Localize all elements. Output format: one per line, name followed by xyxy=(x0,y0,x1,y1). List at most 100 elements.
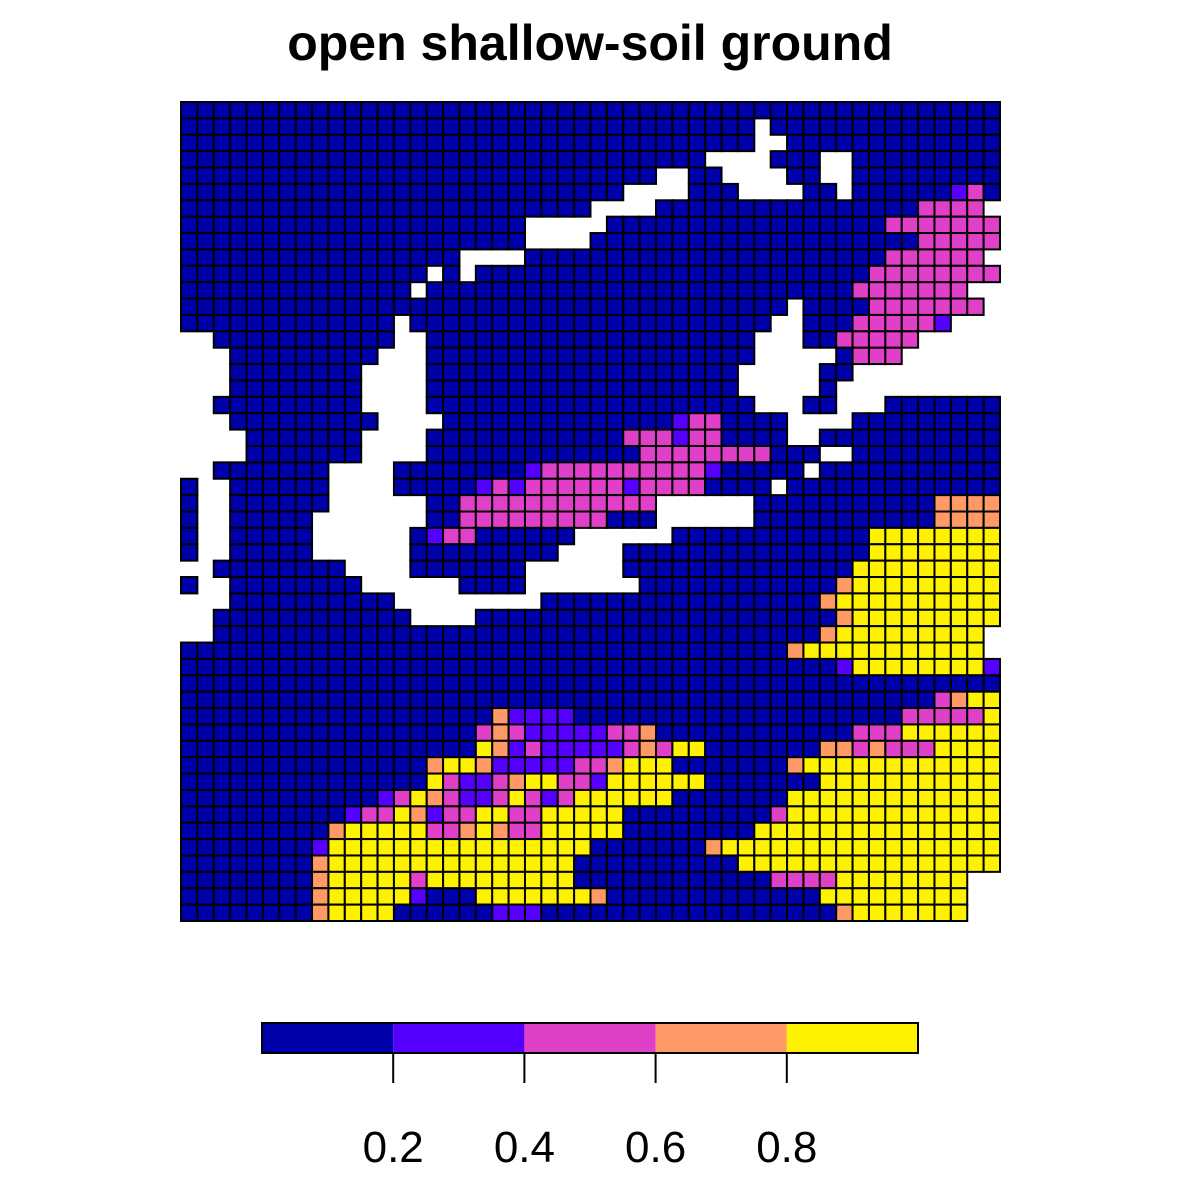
heatmap-cell xyxy=(818,805,838,824)
heatmap-cell xyxy=(540,723,559,742)
heatmap-cell xyxy=(425,444,445,464)
heatmap-cell xyxy=(229,526,248,546)
heatmap-cell xyxy=(196,232,215,251)
heatmap-cell xyxy=(966,657,985,677)
heatmap-cell xyxy=(261,461,281,480)
heatmap-cell xyxy=(376,625,395,644)
heatmap-cell xyxy=(261,690,281,710)
heatmap-cell xyxy=(507,166,526,185)
heatmap-cell xyxy=(278,166,297,185)
heatmap-cell xyxy=(212,248,232,267)
heatmap-cell xyxy=(753,756,772,775)
legend-color-segment xyxy=(393,1023,525,1053)
heatmap-cell xyxy=(769,592,789,611)
heatmap-cell xyxy=(933,101,952,120)
heatmap-cell xyxy=(638,592,658,611)
heatmap-cell xyxy=(376,166,395,185)
heatmap-cell xyxy=(900,657,920,677)
heatmap-cell xyxy=(573,199,592,218)
heatmap-cell xyxy=(294,477,314,497)
heatmap-cell xyxy=(786,690,805,710)
heatmap-cell xyxy=(343,887,363,906)
heatmap-cell xyxy=(720,723,739,742)
heatmap-cell xyxy=(245,739,264,759)
heatmap-cell xyxy=(966,215,985,235)
heatmap-cell xyxy=(655,133,674,153)
heatmap-cell xyxy=(327,232,346,251)
heatmap-cell xyxy=(835,821,854,841)
heatmap-cell xyxy=(327,395,346,415)
heatmap-cell xyxy=(540,674,559,693)
heatmap-cell xyxy=(884,608,903,628)
heatmap-cell xyxy=(409,232,428,251)
heatmap-cell xyxy=(196,788,215,808)
heatmap-cell xyxy=(917,133,936,153)
heatmap-cell xyxy=(540,395,559,415)
heatmap-cell xyxy=(786,494,805,513)
heatmap-cell xyxy=(884,297,903,316)
heatmap-cell xyxy=(278,756,297,775)
heatmap-cell xyxy=(442,903,461,922)
heatmap-cell xyxy=(786,215,805,235)
heatmap-cell xyxy=(507,543,526,562)
heatmap-cell xyxy=(327,264,346,284)
heatmap-cell xyxy=(622,641,641,660)
heatmap-cell xyxy=(687,313,707,333)
heatmap-cell xyxy=(933,494,952,513)
heatmap-cell xyxy=(589,182,608,202)
heatmap-cell xyxy=(736,232,756,251)
heatmap-cell xyxy=(327,838,346,857)
heatmap-cell xyxy=(851,608,870,628)
heatmap-cell xyxy=(720,313,739,333)
heatmap-cell xyxy=(867,690,887,710)
heatmap-cell xyxy=(442,117,461,136)
heatmap-cell xyxy=(474,608,494,628)
heatmap-cell xyxy=(753,690,772,710)
heatmap-cell xyxy=(229,838,248,857)
heatmap-cell xyxy=(655,313,674,333)
heatmap-cell xyxy=(589,297,608,316)
heatmap-cell xyxy=(867,657,887,677)
heatmap-cell xyxy=(671,641,690,660)
heatmap-cell xyxy=(229,101,248,120)
heatmap-cell xyxy=(622,150,641,169)
heatmap-cell xyxy=(982,707,1001,726)
heatmap-cell xyxy=(261,346,281,366)
heatmap-cell xyxy=(425,428,445,447)
heatmap-cell xyxy=(409,690,428,710)
heatmap-cell xyxy=(507,477,526,497)
heatmap-cell xyxy=(425,182,445,202)
heatmap-cell xyxy=(638,461,658,480)
heatmap-cell xyxy=(802,870,821,890)
heatmap-cell xyxy=(180,313,199,333)
heatmap-cell xyxy=(786,756,805,775)
heatmap-cell xyxy=(556,346,576,366)
heatmap-cell xyxy=(294,608,314,628)
heatmap-cell xyxy=(392,887,412,906)
heatmap-cell xyxy=(638,739,658,759)
heatmap-cell xyxy=(917,166,936,185)
heatmap-cell xyxy=(376,248,395,267)
heatmap-cell xyxy=(425,477,445,497)
heatmap-cell xyxy=(278,870,297,890)
heatmap-cell xyxy=(786,199,805,218)
heatmap-cell xyxy=(753,559,772,579)
heatmap-cell xyxy=(376,133,395,153)
heatmap-cell xyxy=(655,821,674,841)
heatmap-cell xyxy=(982,428,1001,447)
heatmap-cell xyxy=(720,232,739,251)
heatmap-cell xyxy=(982,805,1001,824)
heatmap-cell xyxy=(245,543,264,562)
heatmap-cell xyxy=(180,510,199,529)
heatmap-cell xyxy=(540,101,559,120)
heatmap-cell xyxy=(900,461,920,480)
heatmap-cell xyxy=(523,264,543,284)
heatmap-cell xyxy=(851,641,870,660)
heatmap-cell xyxy=(933,199,952,218)
heatmap-cell xyxy=(638,641,658,660)
heatmap-cell xyxy=(360,281,379,300)
heatmap-cell xyxy=(638,444,658,464)
heatmap-cell xyxy=(753,641,772,660)
heatmap-cell xyxy=(589,281,608,300)
heatmap-cell xyxy=(867,150,887,169)
